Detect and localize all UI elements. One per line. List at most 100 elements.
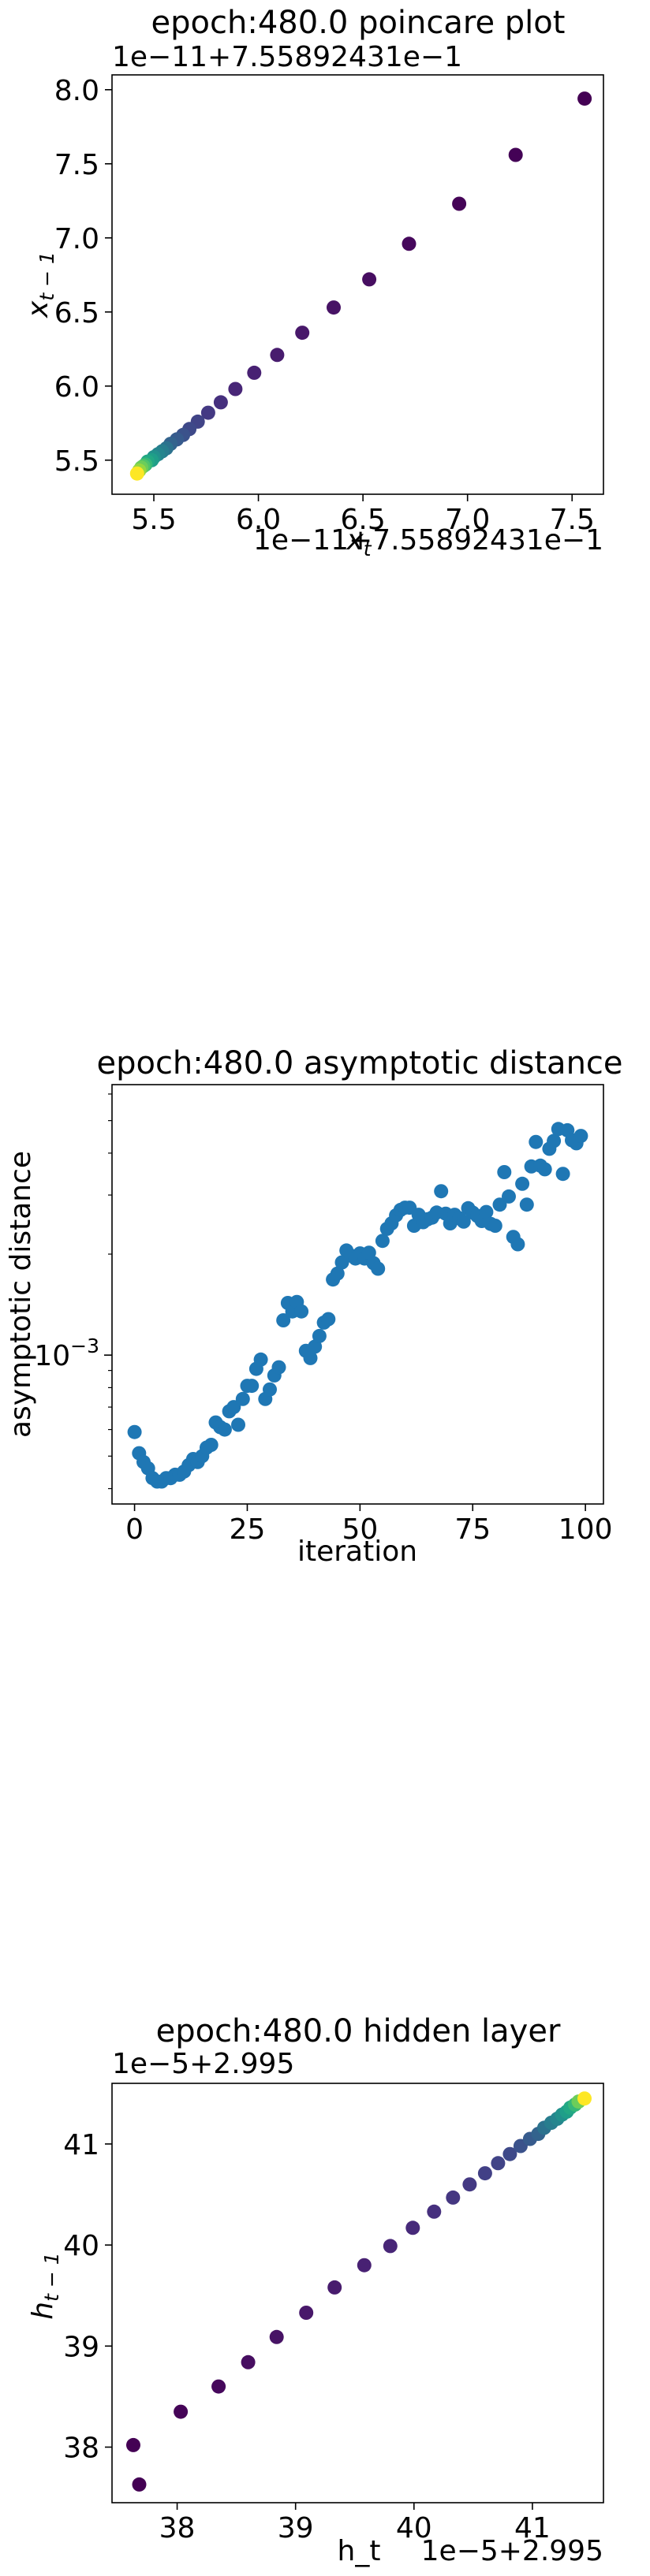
y-tick-label: 8.0 [54,75,99,107]
x-tick-label: 7.0 [445,504,490,536]
data-point [515,1176,530,1191]
data-point [497,1165,512,1179]
data-point [211,2379,226,2394]
asymptotic-title: epoch:480.0 asymptotic distance [96,1045,622,1081]
data-point [492,1197,507,1212]
y-tick-label: 41 [63,2129,99,2161]
hidden-y-offset-label: 1e−5+2.995 [112,2048,294,2080]
asymptotic-y-ticks: 10−3 [34,1093,112,1490]
data-point [479,1204,494,1219]
data-point [253,1352,268,1367]
x-tick-label: 25 [230,1513,266,1546]
data-point [204,1438,219,1452]
hidden-x-offset-label: 1e−5+2.995 [421,2535,603,2567]
data-point [502,1189,516,1204]
data-point [508,147,523,162]
x-tick-label: 40 [396,2512,432,2544]
data-point [488,1219,502,1233]
y-tick-label: 38 [63,2432,99,2464]
data-point [126,2437,140,2452]
asymptotic-axes-frame [111,1084,604,1505]
hidden-points [126,2091,592,2492]
data-point [321,1312,336,1327]
data-point [577,2091,592,2106]
data-point [573,1129,588,1144]
asymptotic-y-axis-label: asymptotic distance [5,1151,37,1438]
y-tick-label: 5.5 [54,445,99,478]
data-point [555,1167,570,1182]
data-point [241,2355,256,2369]
x-tick-label: 5.5 [131,504,176,536]
x-tick-label: 50 [342,1513,378,1546]
data-point [327,300,341,315]
data-point [263,1382,277,1397]
data-point [276,1313,291,1327]
data-point [502,2146,517,2161]
data-point [226,1400,241,1415]
y-tick-label: 10−3 [34,1335,99,1372]
data-point [537,1162,552,1177]
data-point [375,1234,390,1249]
hidden-axes-frame [111,2083,604,2503]
hidden-layer-plot: epoch:480.0 hidden layer 1e−5+2.995 38 39… [27,2013,604,2567]
data-point [132,2477,147,2492]
data-point [235,1391,250,1406]
x-tick-label: 38 [159,2512,196,2544]
data-point [228,382,243,396]
data-point [330,1266,345,1281]
data-point [529,1134,544,1149]
data-point [269,2329,284,2344]
data-point [247,365,262,380]
data-point [213,395,228,410]
data-point [446,2190,461,2205]
data-point [270,348,285,363]
x-tick-label: 6.0 [236,504,281,536]
poincare-title: epoch:480.0 poincare plot [151,5,566,41]
x-tick-label: 41 [514,2512,551,2544]
data-point [327,2280,342,2295]
hidden-title: epoch:480.0 hidden layer [156,2013,561,2049]
hidden-y-axis-label: ht − 1 [27,2252,63,2319]
poincare-points [129,91,592,481]
poincare-x-ticks: 5.5 6.0 6.5 7.0 7.5 [131,494,595,536]
data-point [405,2220,420,2235]
data-point [308,1339,323,1354]
poincare-y-axis-label: xt − 1 [22,251,58,318]
hidden-y-ticks: 38 39 40 41 [63,2129,112,2464]
y-tick-label: 7.5 [54,149,99,181]
poincare-x-offset-label: 1e−11+7.55892431e−1 [253,524,603,557]
asymptotic-x-ticks: 0 25 50 75 100 [125,1504,612,1546]
hidden-x-ticks: 38 39 40 41 [159,2503,551,2544]
y-tick-label: 40 [63,2230,99,2262]
data-point [491,2156,506,2171]
asymptotic-points [127,1122,588,1489]
asymptotic-x-axis-label: iteration [297,1536,417,1568]
data-point [357,2258,372,2273]
data-point [200,405,215,420]
y-tick-label: 39 [63,2331,99,2363]
x-tick-label: 100 [558,1513,613,1546]
data-point [371,1261,386,1276]
poincare-y-ticks: 5.5 6.0 6.5 7.0 7.5 8.0 [54,75,112,478]
data-point [519,1197,534,1212]
data-point [383,2239,398,2254]
data-point [456,1214,471,1229]
data-point [271,1360,286,1375]
data-point [427,2204,442,2219]
data-point [303,1350,318,1365]
y-tick-label: 7.0 [54,223,99,255]
y-tick-label: 6.0 [54,371,99,404]
data-point [217,1422,232,1437]
y-tick-label: 6.5 [54,297,99,329]
x-tick-label: 75 [454,1513,491,1546]
data-point [547,1134,562,1148]
x-tick-label: 7.5 [550,504,595,536]
data-point [312,1328,327,1343]
data-point [402,236,417,251]
data-point [231,1417,245,1432]
data-point [434,1184,449,1199]
x-tick-label: 0 [125,1513,144,1546]
data-point [477,2166,492,2181]
data-point [295,326,310,341]
